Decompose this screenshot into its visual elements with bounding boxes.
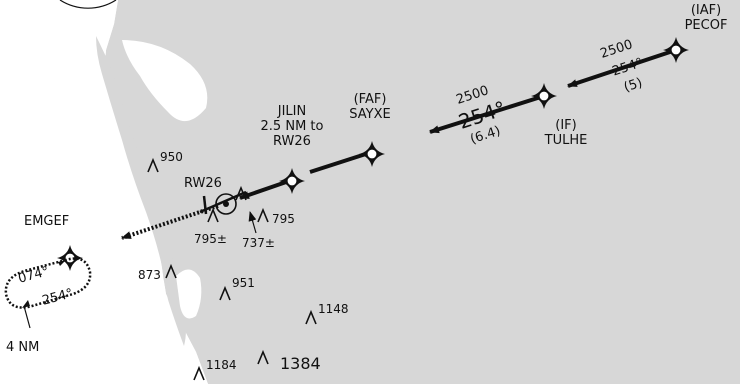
obstacle-elevation: 795± <box>194 232 227 246</box>
fix-pecof-name: PECOF <box>684 18 728 33</box>
obstacle-icon <box>257 207 269 223</box>
obstacle-icon <box>207 207 219 223</box>
fix-jilin-icon <box>279 168 305 194</box>
obstacle-icon <box>235 185 247 201</box>
obstacle-icon <box>147 157 159 173</box>
fix-emgef-label: EMGEF <box>24 214 70 229</box>
fix-sayxe-icon <box>359 141 385 167</box>
fix-jilin-line3: RW26 <box>273 134 311 149</box>
fix-tulhe-role: (IF) <box>555 118 577 133</box>
holding-leg-length: 4 NM <box>6 340 40 355</box>
obstacle-icon <box>165 263 177 279</box>
course-line-sayxe-jilin <box>309 150 373 174</box>
fix-sayxe-role: (FAF) <box>353 92 387 107</box>
obstacle-elevation: 1384 <box>280 354 321 373</box>
fix-pecof-label: (IAF) PECOF <box>682 3 730 33</box>
course-line-pecof-tulhe <box>567 48 677 88</box>
obstacle-elevation: 951 <box>232 276 255 290</box>
obstacle-elevation: 1148 <box>318 302 349 316</box>
fix-pecof-role: (IAF) <box>690 3 722 18</box>
obstacle-icon <box>193 365 205 381</box>
obstacle-icon <box>219 285 231 301</box>
obstacle-pointer <box>248 211 257 234</box>
fix-sayxe-label: (FAF) SAYXE <box>340 92 400 122</box>
lagoon <box>122 40 208 122</box>
fix-jilin-line1: JILIN <box>277 104 307 119</box>
holding-pattern <box>4 257 92 329</box>
obstacle-icons <box>147 157 317 381</box>
land-mass <box>104 0 740 384</box>
obstacle-elevation: 795 <box>272 212 295 226</box>
runway-label: RW26 <box>184 176 222 191</box>
fix-tulhe-icon <box>531 83 557 109</box>
fix-sayxe-name: SAYXE <box>349 107 391 122</box>
sea-area <box>0 0 208 384</box>
fix-tulhe-label: (IF) TULHE <box>538 118 594 148</box>
obstacle-elevation: 950 <box>160 150 183 164</box>
range-circle <box>59 0 117 9</box>
obstacle-elevation: 737± <box>242 236 275 250</box>
obstacle-elevation: 873 <box>138 268 161 282</box>
course-line-jilin-rw26 <box>239 178 293 200</box>
fix-tulhe-name: TULHE <box>544 133 588 148</box>
course-line-tulhe-sayxe <box>429 94 545 134</box>
fix-jilin-label: JILIN 2.5 NM to RW26 <box>252 104 332 149</box>
obstacle-icon <box>257 349 269 365</box>
sandbar <box>96 36 186 346</box>
fix-pecof-icon <box>663 37 689 63</box>
fix-jilin-line2: 2.5 NM to <box>260 119 324 134</box>
lagoon-south <box>176 269 202 319</box>
obstacle-elevation: 1184 <box>206 358 237 372</box>
obstacle-icon <box>305 309 317 325</box>
